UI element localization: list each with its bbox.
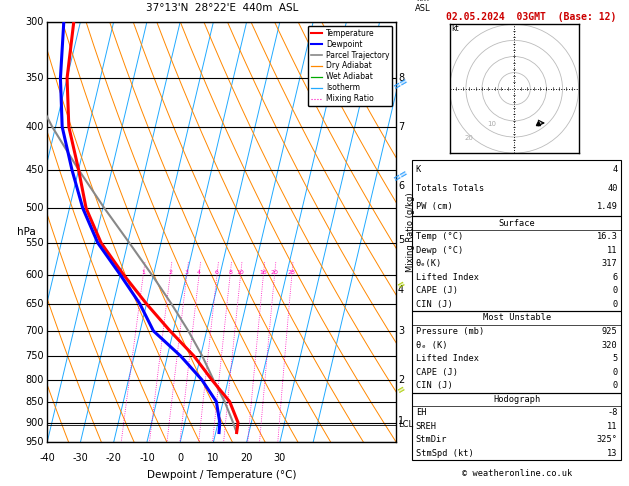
Text: 3: 3 bbox=[185, 270, 189, 275]
Text: 6: 6 bbox=[215, 270, 219, 275]
Text: Lifted Index: Lifted Index bbox=[416, 273, 479, 282]
Text: StmDir: StmDir bbox=[416, 435, 447, 444]
Text: 850: 850 bbox=[25, 397, 43, 407]
Text: 800: 800 bbox=[25, 375, 43, 384]
Text: 28: 28 bbox=[288, 270, 296, 275]
Text: CIN (J): CIN (J) bbox=[416, 300, 452, 309]
Text: 2: 2 bbox=[398, 375, 404, 384]
Text: Dewp (°C): Dewp (°C) bbox=[416, 245, 463, 255]
Text: 6: 6 bbox=[613, 273, 618, 282]
Text: Hodograph: Hodograph bbox=[493, 395, 540, 404]
Text: 5: 5 bbox=[613, 354, 618, 363]
Text: 10: 10 bbox=[208, 453, 220, 463]
Text: 950: 950 bbox=[25, 437, 43, 447]
Text: 750: 750 bbox=[25, 351, 43, 361]
Text: 1: 1 bbox=[398, 416, 404, 426]
Text: 4: 4 bbox=[398, 285, 404, 295]
Text: EH: EH bbox=[416, 408, 426, 417]
Text: K: K bbox=[416, 165, 421, 174]
Text: © weatheronline.co.uk: © weatheronline.co.uk bbox=[462, 469, 572, 479]
Text: 350: 350 bbox=[25, 73, 43, 83]
Text: 650: 650 bbox=[25, 299, 43, 309]
Text: 20: 20 bbox=[270, 270, 279, 275]
Text: 500: 500 bbox=[25, 203, 43, 213]
Text: km
ASL: km ASL bbox=[415, 0, 430, 14]
Text: ≡: ≡ bbox=[395, 278, 408, 291]
Text: 10: 10 bbox=[237, 270, 245, 275]
Text: Dewpoint / Temperature (°C): Dewpoint / Temperature (°C) bbox=[147, 469, 296, 480]
Text: PW (cm): PW (cm) bbox=[416, 203, 452, 211]
Text: 4: 4 bbox=[197, 270, 201, 275]
Text: SREH: SREH bbox=[416, 422, 437, 431]
Text: CAPE (J): CAPE (J) bbox=[416, 286, 458, 295]
Text: 450: 450 bbox=[25, 165, 43, 175]
Text: 37°13'N  28°22'E  440m  ASL: 37°13'N 28°22'E 440m ASL bbox=[145, 3, 298, 14]
Text: 40: 40 bbox=[607, 184, 618, 193]
Text: -20: -20 bbox=[106, 453, 121, 463]
Text: 8: 8 bbox=[228, 270, 232, 275]
Text: CIN (J): CIN (J) bbox=[416, 382, 452, 390]
Text: 1.49: 1.49 bbox=[597, 203, 618, 211]
Text: 1: 1 bbox=[142, 270, 145, 275]
Text: 0: 0 bbox=[613, 382, 618, 390]
Text: 20: 20 bbox=[240, 453, 253, 463]
Text: 0: 0 bbox=[613, 300, 618, 309]
Text: Temp (°C): Temp (°C) bbox=[416, 232, 463, 241]
Text: 5: 5 bbox=[398, 235, 404, 244]
Text: 4: 4 bbox=[613, 165, 618, 174]
Text: 600: 600 bbox=[25, 270, 43, 279]
Text: Lifted Index: Lifted Index bbox=[416, 354, 479, 363]
Text: 900: 900 bbox=[25, 417, 43, 428]
Text: Mixing Ratio (g/kg): Mixing Ratio (g/kg) bbox=[406, 192, 415, 272]
Text: -40: -40 bbox=[39, 453, 55, 463]
Text: -30: -30 bbox=[72, 453, 88, 463]
Text: 300: 300 bbox=[25, 17, 43, 27]
Text: 11: 11 bbox=[607, 245, 618, 255]
Text: ≡≡: ≡≡ bbox=[392, 74, 411, 91]
Text: 0: 0 bbox=[613, 368, 618, 377]
Text: 8: 8 bbox=[398, 73, 404, 83]
Text: -8: -8 bbox=[607, 408, 618, 417]
Text: Most Unstable: Most Unstable bbox=[482, 313, 551, 322]
Text: 3: 3 bbox=[398, 326, 404, 336]
Text: 16.3: 16.3 bbox=[597, 232, 618, 241]
Text: 2: 2 bbox=[168, 270, 172, 275]
Text: ≡≡: ≡≡ bbox=[392, 167, 411, 184]
Text: hPa: hPa bbox=[17, 227, 36, 237]
Text: 320: 320 bbox=[602, 341, 618, 349]
Text: 550: 550 bbox=[25, 238, 43, 248]
Text: θₑ(K): θₑ(K) bbox=[416, 259, 442, 268]
Text: 30: 30 bbox=[274, 453, 286, 463]
Text: 700: 700 bbox=[25, 326, 43, 336]
Text: Pressure (mb): Pressure (mb) bbox=[416, 327, 484, 336]
Text: 11: 11 bbox=[607, 422, 618, 431]
Text: ≡: ≡ bbox=[395, 383, 408, 396]
Text: 400: 400 bbox=[25, 122, 43, 132]
Text: 13: 13 bbox=[607, 449, 618, 457]
Text: 6: 6 bbox=[398, 181, 404, 191]
Text: 10: 10 bbox=[487, 121, 496, 127]
Text: 20: 20 bbox=[465, 135, 474, 141]
Text: 325°: 325° bbox=[597, 435, 618, 444]
Text: θₑ (K): θₑ (K) bbox=[416, 341, 447, 349]
Text: LCL: LCL bbox=[398, 420, 413, 429]
Text: kt: kt bbox=[452, 24, 459, 33]
Text: 16: 16 bbox=[260, 270, 267, 275]
Text: 02.05.2024  03GMT  (Base: 12): 02.05.2024 03GMT (Base: 12) bbox=[447, 12, 616, 22]
Text: Totals Totals: Totals Totals bbox=[416, 184, 484, 193]
Text: 0: 0 bbox=[613, 286, 618, 295]
Text: StmSpd (kt): StmSpd (kt) bbox=[416, 449, 474, 457]
Text: 317: 317 bbox=[602, 259, 618, 268]
Text: 7: 7 bbox=[398, 122, 404, 132]
Legend: Temperature, Dewpoint, Parcel Trajectory, Dry Adiabat, Wet Adiabat, Isotherm, Mi: Temperature, Dewpoint, Parcel Trajectory… bbox=[308, 26, 392, 106]
Text: Surface: Surface bbox=[498, 219, 535, 227]
Text: -10: -10 bbox=[139, 453, 155, 463]
Text: CAPE (J): CAPE (J) bbox=[416, 368, 458, 377]
Text: 0: 0 bbox=[177, 453, 183, 463]
Text: 925: 925 bbox=[602, 327, 618, 336]
